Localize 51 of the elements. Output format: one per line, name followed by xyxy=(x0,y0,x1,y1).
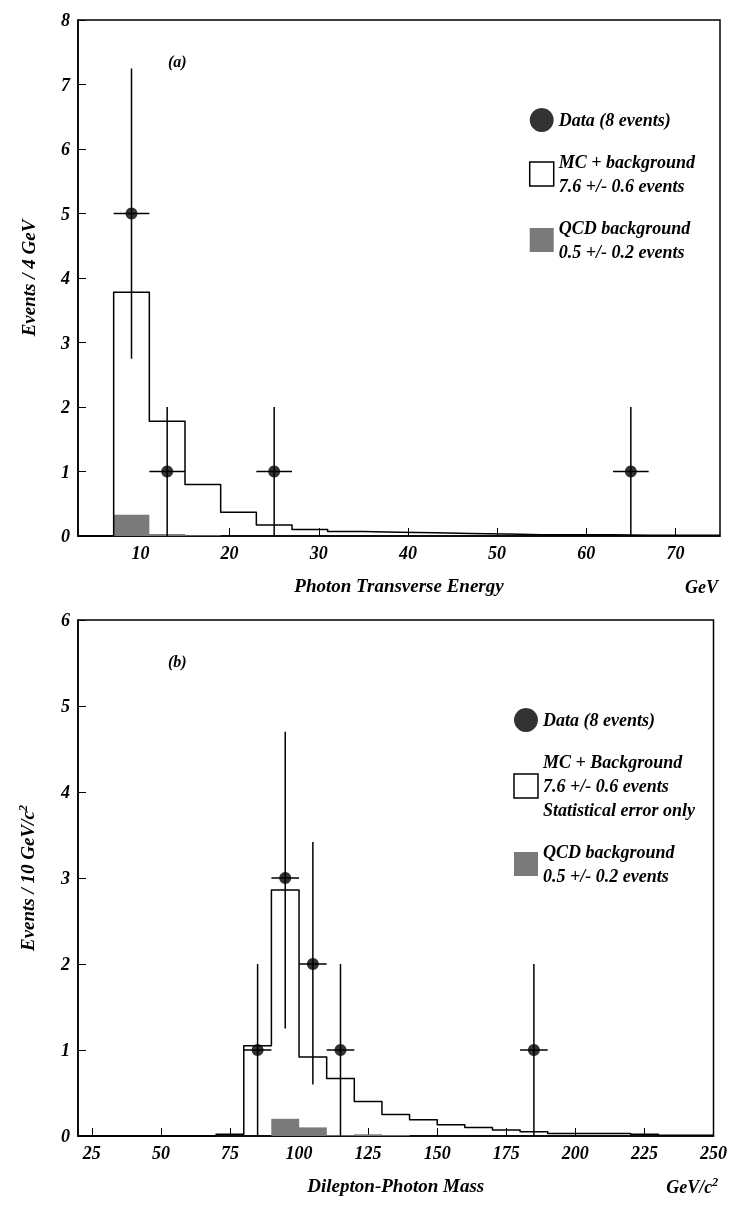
x-tick-label: 50 xyxy=(488,543,507,563)
y-tick-label: 2 xyxy=(60,954,70,974)
y-tick-label: 3 xyxy=(60,332,70,353)
x-axis-title: Photon Transverse Energy xyxy=(293,575,505,596)
point xyxy=(251,1044,264,1056)
y-axis-title: Events / 4 GeV xyxy=(18,218,39,338)
x-tick-label: 25 xyxy=(81,1143,101,1163)
x-tick-label: 50 xyxy=(151,1143,170,1163)
legend-label: MC + Background 7.6 +/- 0.6 events Statistical error only xyxy=(541,752,697,820)
x-tick-label: 200 xyxy=(560,1143,589,1163)
annotation: (b) xyxy=(168,652,187,671)
x-tick-label: 60 xyxy=(577,543,596,563)
text: GeV xyxy=(685,577,720,597)
legend-label: Data (8 events) xyxy=(541,710,655,731)
y-tick-label: 0 xyxy=(61,526,70,546)
x-tick-label: 150 xyxy=(423,1143,451,1163)
y-tick-label: 5 xyxy=(61,203,70,224)
y-tick-label: 0 xyxy=(61,1126,70,1146)
legend-label: Data (8 events) xyxy=(557,110,671,131)
point xyxy=(279,872,292,884)
y-tick-label: 6 xyxy=(61,610,70,630)
x-tick-label: 10 xyxy=(131,543,150,563)
x-tick-label: 250 xyxy=(699,1143,727,1163)
point xyxy=(306,958,319,970)
point xyxy=(334,1044,347,1056)
x-tick-label: 225 xyxy=(629,1143,658,1163)
x-tick-label: 70 xyxy=(666,543,685,563)
x-tick-label: 100 xyxy=(285,1143,313,1163)
y-tick-label: 4 xyxy=(60,268,70,288)
x-tick-label: 75 xyxy=(220,1143,239,1163)
legend-label: QCD background 0.5 +/- 0.2 events xyxy=(542,842,676,886)
y-tick-label: 5 xyxy=(61,696,70,716)
x-tick-label: 40 xyxy=(397,543,417,563)
y-tick-label: 3 xyxy=(60,868,70,888)
y-axis-title: Events / 10 GeV/c2 xyxy=(15,804,38,953)
y-tick-label: 4 xyxy=(60,782,70,802)
legend-label: QCD background 0.5 +/- 0.2 events xyxy=(558,218,692,262)
y-tick-label: 6 xyxy=(61,139,70,159)
point xyxy=(527,1044,540,1056)
x-tick-label: 175 xyxy=(492,1143,520,1163)
x-axis-title: Dilepton-Photon Mass xyxy=(306,1175,485,1196)
x-tick-label: 30 xyxy=(308,543,328,563)
y-tick-label: 8 xyxy=(61,10,70,30)
annotation: (a) xyxy=(168,52,187,71)
y-tick-label: 2 xyxy=(60,397,70,417)
legend-label: MC + background 7.6 +/- 0.6 events xyxy=(557,152,696,196)
x-tick-label: 125 xyxy=(354,1143,382,1163)
x-tick-label: 20 xyxy=(219,543,239,563)
y-tick-label: 1 xyxy=(61,461,70,482)
y-tick-label: 7 xyxy=(61,74,71,95)
y-tick-label: 1 xyxy=(61,1040,70,1060)
